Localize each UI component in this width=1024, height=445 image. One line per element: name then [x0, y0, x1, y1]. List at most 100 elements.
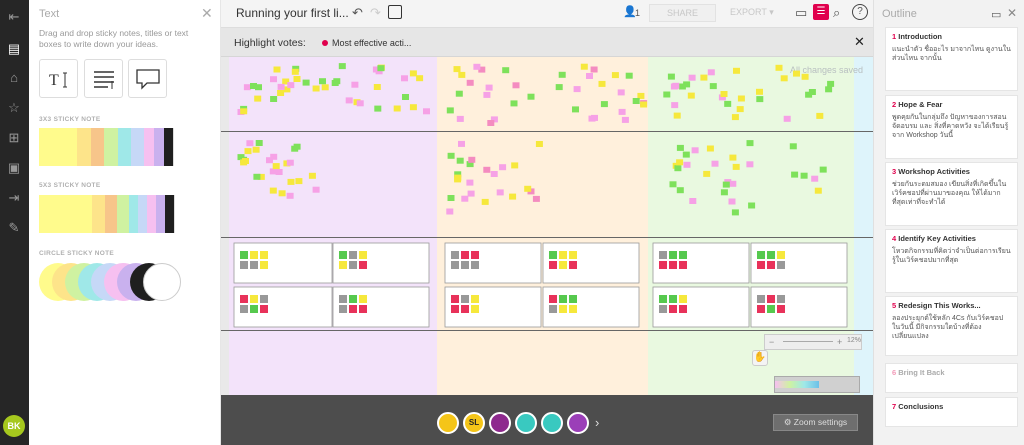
sticky-note[interactable]: [250, 261, 258, 269]
image-icon[interactable]: ▣: [7, 160, 21, 175]
sticky-note[interactable]: [458, 140, 465, 147]
sticky-note[interactable]: [689, 198, 697, 204]
sticky-note[interactable]: [767, 305, 775, 313]
sticky-note[interactable]: [767, 295, 775, 303]
board-frame[interactable]: [542, 286, 640, 328]
sticky-3x3-palette[interactable]: [39, 128, 180, 166]
circle-swatch[interactable]: [143, 263, 181, 301]
outline-item[interactable]: 5 Redesign This Works... ลองประยุกต์ใช้หล…: [885, 296, 1018, 356]
sticky-note[interactable]: [667, 73, 675, 80]
sticky-note[interactable]: [783, 115, 791, 122]
sticky-note[interactable]: [569, 305, 577, 313]
sticky-note[interactable]: [632, 98, 640, 104]
outline-item[interactable]: 4 Identify Key Activities โหวตกิจกรรมที่ค…: [885, 229, 1018, 293]
board-canvas[interactable]: All changes saved − + 12% ✋: [221, 0, 873, 445]
sticky-note[interactable]: [302, 79, 310, 86]
sticky-note[interactable]: [736, 106, 744, 113]
sticky-note[interactable]: [393, 105, 401, 112]
sticky-note[interactable]: [549, 251, 557, 259]
collaborator-avatar[interactable]: [541, 412, 563, 434]
sticky-note[interactable]: [676, 159, 684, 166]
sticky-note[interactable]: [461, 295, 469, 303]
hand-icon[interactable]: ✋: [752, 350, 768, 366]
zoom-out-icon[interactable]: −: [769, 337, 775, 347]
sticky-note[interactable]: [250, 83, 257, 89]
sticky-note[interactable]: [777, 305, 785, 313]
sticky-note[interactable]: [683, 161, 691, 168]
outline-item[interactable]: 6 Bring It Back: [885, 363, 1018, 393]
upload-icon[interactable]: ⇥: [8, 190, 20, 205]
sticky-note[interactable]: [569, 261, 577, 269]
search-icon[interactable]: ⌕: [833, 5, 841, 20]
sticky-note[interactable]: [471, 251, 479, 259]
sticky-note[interactable]: [447, 152, 455, 159]
sticky-note[interactable]: [402, 94, 409, 100]
sticky-swatch[interactable]: [173, 195, 180, 233]
sticky-note[interactable]: [272, 163, 280, 170]
sticky-note[interactable]: [496, 189, 504, 196]
sticky-note[interactable]: [732, 163, 740, 170]
sticky-note[interactable]: [455, 90, 463, 97]
minimap[interactable]: [774, 376, 860, 393]
collaborators-icon[interactable]: 👤: [623, 6, 637, 18]
sticky-note[interactable]: [483, 91, 491, 98]
sticky-note[interactable]: [446, 208, 454, 215]
document-title[interactable]: Running your first li...: [236, 6, 349, 20]
sticky-note[interactable]: [512, 82, 520, 89]
sticky-note[interactable]: [559, 305, 567, 313]
sticky-note[interactable]: [242, 158, 249, 164]
sticky-swatch[interactable]: [144, 128, 155, 166]
sticky-note[interactable]: [273, 66, 281, 73]
sticky-note[interactable]: [672, 82, 680, 89]
sticky-note[interactable]: [270, 76, 277, 83]
board-frame[interactable]: [332, 242, 430, 284]
close-icon[interactable]: ✕: [1007, 6, 1018, 20]
sticky-note[interactable]: [659, 305, 667, 313]
sticky-note[interactable]: [691, 147, 699, 154]
sticky-note[interactable]: [454, 174, 462, 181]
sticky-note[interactable]: [471, 261, 479, 269]
outline-item[interactable]: 2 Hope & Fear พูดคุยกันในกลุ่มถึง ปัญหาขอ…: [885, 95, 1018, 159]
sticky-note[interactable]: [451, 305, 459, 313]
sticky-note[interactable]: [254, 95, 262, 102]
sticky-note[interactable]: [825, 86, 833, 93]
sticky-note[interactable]: [277, 83, 285, 90]
sticky-note[interactable]: [461, 305, 469, 313]
sticky-note[interactable]: [250, 295, 258, 303]
sticky-note[interactable]: [466, 179, 474, 186]
sticky-note[interactable]: [569, 251, 577, 259]
sticky-note[interactable]: [423, 108, 430, 115]
sticky-note[interactable]: [586, 73, 593, 79]
sticky-note[interactable]: [374, 105, 382, 112]
help-icon[interactable]: ?: [852, 4, 868, 20]
sticky-swatch[interactable]: [39, 128, 78, 166]
sticky-note[interactable]: [339, 251, 347, 259]
sticky-note[interactable]: [319, 78, 326, 85]
sticky-note[interactable]: [637, 92, 645, 99]
sticky-note[interactable]: [471, 295, 479, 303]
sticky-note[interactable]: [811, 175, 819, 182]
export-menu[interactable]: EXPORT ▾: [730, 7, 774, 17]
sticky-note[interactable]: [676, 144, 684, 151]
sticky-note[interactable]: [260, 305, 268, 313]
sticky-note[interactable]: [349, 305, 357, 313]
sticky-note[interactable]: [270, 96, 278, 102]
sticky-note[interactable]: [720, 91, 728, 97]
sticky-note[interactable]: [351, 81, 359, 88]
sticky-note[interactable]: [679, 305, 687, 313]
sticky-note[interactable]: [339, 261, 347, 269]
sticky-note[interactable]: [703, 170, 711, 177]
zoom-slider[interactable]: − + 12%: [764, 334, 862, 350]
sticky-note[interactable]: [478, 66, 486, 73]
sticky-note[interactable]: [711, 160, 719, 167]
sticky-note[interactable]: [416, 75, 424, 82]
sticky-note[interactable]: [295, 178, 303, 185]
sticky-note[interactable]: [731, 114, 739, 121]
board-frame[interactable]: [652, 242, 750, 284]
sticky-note[interactable]: [359, 295, 367, 303]
sticky-note[interactable]: [663, 91, 671, 98]
sticky-note[interactable]: [270, 153, 278, 160]
sticky-note[interactable]: [287, 178, 295, 185]
sticky-note[interactable]: [674, 165, 682, 172]
sticky-swatch[interactable]: [138, 195, 148, 233]
